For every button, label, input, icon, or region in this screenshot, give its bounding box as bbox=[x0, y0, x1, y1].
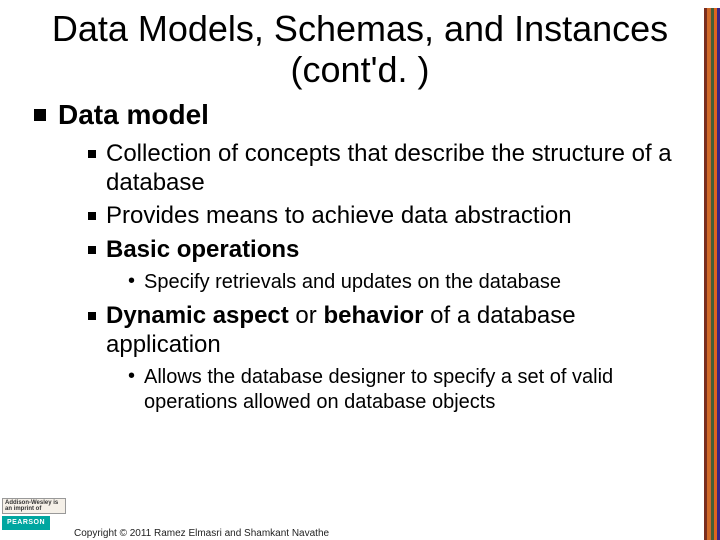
l2-text: Provides means to achieve data abstracti… bbox=[106, 201, 690, 230]
l2-text: Collection of concepts that describe the… bbox=[106, 139, 690, 198]
side-stripes bbox=[704, 8, 720, 540]
l2-text: Dynamic aspect or behavior of a database… bbox=[106, 301, 690, 360]
l3-text: Allows the database designer to specify … bbox=[144, 365, 690, 415]
bullet-l3-allows: Allows the database designer to specify … bbox=[128, 365, 690, 415]
l2-text: Basic operations bbox=[106, 235, 690, 264]
bullet-l2-dynamic: Dynamic aspect or behavior of a database… bbox=[86, 301, 690, 416]
bullet-l3-specify: Specify retrievals and updates on the da… bbox=[128, 270, 690, 295]
slide-body: Data model Collection of concepts that d… bbox=[0, 99, 720, 416]
pearson-logo: PEARSON bbox=[2, 516, 50, 530]
bold-text: Dynamic aspect bbox=[106, 302, 289, 329]
bold-text: behavior bbox=[323, 302, 423, 329]
addison-wesley-logo: Addison-Wesley is an imprint of bbox=[2, 498, 66, 514]
l1-text: Data model bbox=[58, 99, 209, 130]
slide: Data Models, Schemas, and Instances (con… bbox=[0, 8, 720, 540]
publisher-logo: Addison-Wesley is an imprint of PEARSON bbox=[2, 498, 70, 530]
plain-text: or bbox=[289, 302, 324, 329]
bullet-l2-abstraction: Provides means to achieve data abstracti… bbox=[86, 201, 690, 230]
bullet-l2-basic-ops: Basic operations Specify retrievals and … bbox=[86, 235, 690, 295]
copyright-text: Copyright © 2011 Ramez Elmasri and Shamk… bbox=[74, 528, 329, 539]
bullet-l2-collection: Collection of concepts that describe the… bbox=[86, 139, 690, 198]
slide-title: Data Models, Schemas, and Instances (con… bbox=[20, 8, 700, 91]
l3-text: Specify retrievals and updates on the da… bbox=[144, 270, 690, 295]
bullet-l1-data-model: Data model Collection of concepts that d… bbox=[30, 99, 690, 416]
bold-text: Basic operations bbox=[106, 236, 299, 263]
